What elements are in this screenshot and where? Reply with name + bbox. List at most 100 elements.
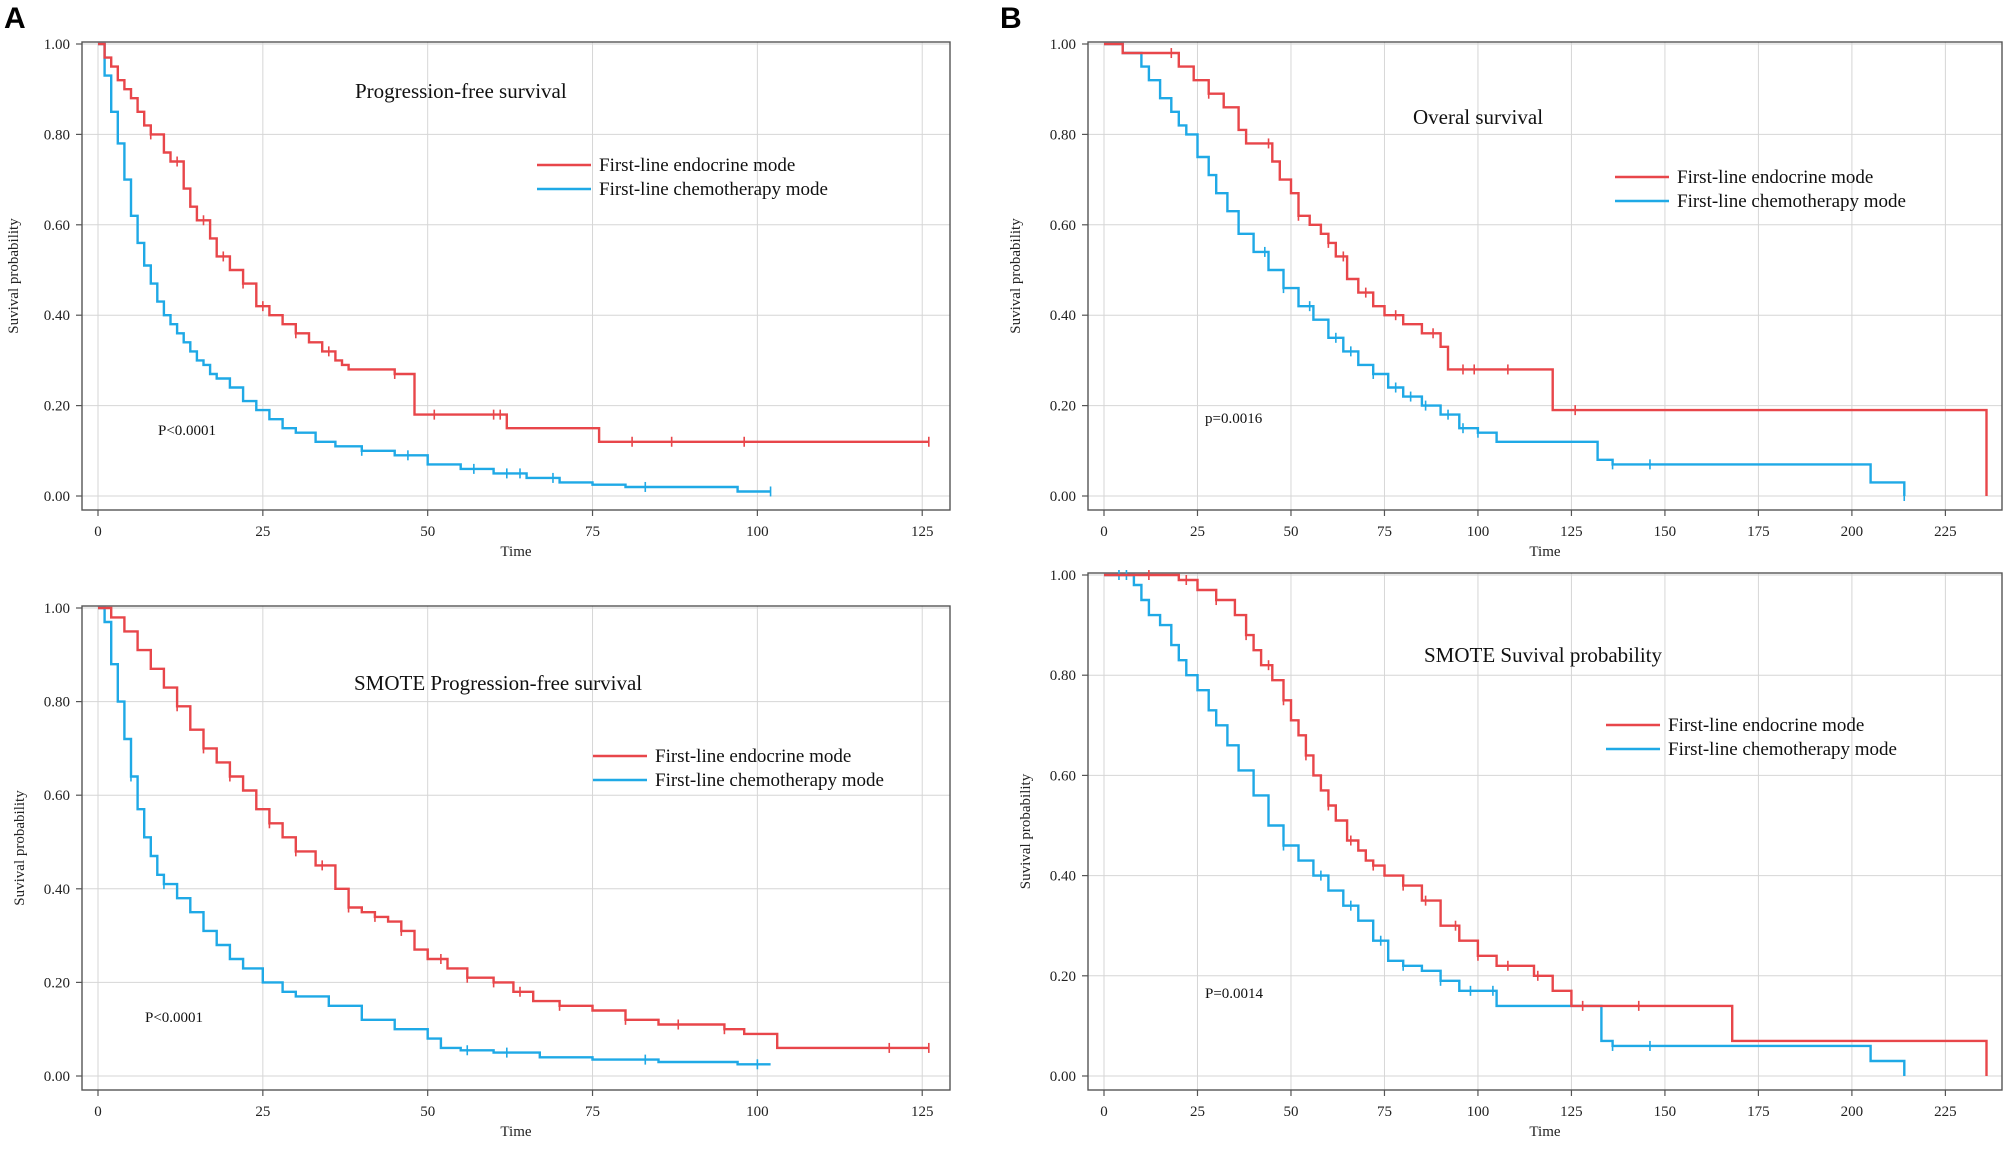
chart-4-xtick-label-5: 125: [1560, 1104, 1583, 1120]
chart-3-pvalue: P<0.0001: [145, 1010, 203, 1026]
chart-3-ytick-label-0: 0.00: [44, 1069, 70, 1085]
chart-2-title: Overal survival: [1413, 105, 1543, 129]
chart-1-series-chemotherapy-line: [98, 42, 771, 493]
chart-4-ytick-label-1: 0.20: [1050, 969, 1076, 985]
chart-1-ytick-label-0: 0.00: [44, 489, 70, 505]
chart-3-ylabel: Suvival probability: [12, 790, 28, 906]
chart-1-pvalue: P<0.0001: [158, 423, 216, 439]
chart-2-ytick-label-3: 0.60: [1050, 218, 1076, 234]
chart-2-xtick-label-9: 225: [1934, 524, 1957, 540]
chart-2-series-endocrine-line: [1104, 42, 1988, 496]
chart-4-ytick-label-5: 1.00: [1050, 568, 1076, 584]
chart-4-title: SMOTE Suvival probability: [1424, 643, 1662, 667]
chart-3-title: SMOTE Progression-free survival: [354, 671, 642, 695]
chart-2-xtick-label-2: 50: [1283, 524, 1298, 540]
chart-4-ytick-label-2: 0.40: [1050, 869, 1076, 885]
chart-1-legend-label-endocrine: First-line endocrine mode: [599, 155, 795, 176]
chart-2-xtick-label-3: 75: [1377, 524, 1392, 540]
chart-3-legend-label-endocrine: First-line endocrine mode: [655, 746, 851, 767]
chart-3: 0 25 50 75 100 125 0.00 0.20 0.40 0.60 0.80 1.00 Tim…: [12, 601, 951, 1140]
chart-2-ytick-label-4: 0.80: [1050, 127, 1076, 143]
charts-container: 0 25 50 75 100 125 0.00 0.20 0.40 0.60 0.80 1.00 Tim…: [6, 37, 2003, 1140]
chart-3-xtick-label-2: 50: [420, 1104, 435, 1120]
chart-2-xlabel: Time: [1529, 544, 1560, 560]
chart-1-title: Progression-free survival: [355, 79, 567, 103]
chart-1-ytick-label-1: 0.20: [44, 399, 70, 415]
chart-2-xtick-label-0: 0: [1100, 524, 1108, 540]
chart-1: 0 25 50 75 100 125 0.00 0.20 0.40 0.60 0.80 1.00 Tim…: [6, 37, 951, 560]
panel-label-b: B: [1000, 2, 1022, 35]
chart-4: 0 25 50 75 100 125 150 175 200 225 0.00 0.20 0.40 0.6…: [1018, 568, 2003, 1140]
chart-3-xtick-label-0: 0: [94, 1104, 102, 1120]
chart-4-xtick-label-4: 100: [1467, 1104, 1490, 1120]
chart-2-series-chemotherapy-line: [1104, 42, 1906, 496]
chart-3-xtick-label-1: 25: [255, 1104, 270, 1120]
chart-2-ytick-label-0: 0.00: [1050, 489, 1076, 505]
chart-1-ytick-label-5: 1.00: [44, 37, 70, 53]
chart-3-xtick-label-4: 100: [746, 1104, 769, 1120]
chart-1-ytick-label-4: 0.80: [44, 127, 70, 143]
chart-3-ytick-label-5: 1.00: [44, 601, 70, 617]
chart-2-legend-label-chemotherapy: First-line chemotherapy mode: [1677, 191, 1906, 212]
chart-3-frame: [81, 605, 951, 1091]
chart-1-ytick-label-2: 0.40: [44, 308, 70, 324]
chart-4-xtick-label-0: 0: [1100, 1104, 1108, 1120]
chart-2-xtick-label-1: 25: [1190, 524, 1205, 540]
chart-4-pvalue: P=0.0014: [1205, 986, 1264, 1002]
chart-1-series-endocrine-line: [98, 42, 929, 443]
chart-1-xtick-label-5: 125: [911, 524, 934, 540]
chart-3-series-endocrine-line: [98, 606, 929, 1050]
chart-4-ytick-label-3: 0.60: [1050, 768, 1076, 784]
chart-1-xtick-label-4: 100: [746, 524, 769, 540]
chart-2-xtick-label-7: 175: [1747, 524, 1770, 540]
chart-3-ytick-label-2: 0.40: [44, 882, 70, 898]
chart-4-xlabel: Time: [1529, 1124, 1560, 1140]
chart-2-pvalue: p=0.0016: [1205, 411, 1263, 427]
chart-4-series-endocrine-line: [1104, 573, 1988, 1076]
chart-2-ytick-label-5: 1.00: [1050, 37, 1076, 53]
chart-1-legend-label-chemotherapy: First-line chemotherapy mode: [599, 179, 828, 200]
panel-label-a: A: [4, 2, 26, 35]
chart-3-xtick-label-3: 75: [585, 1104, 600, 1120]
chart-4-xtick-label-6: 150: [1654, 1104, 1677, 1120]
chart-2-xtick-label-5: 125: [1560, 524, 1583, 540]
chart-4-xtick-label-7: 175: [1747, 1104, 1770, 1120]
chart-2-legend-label-endocrine: First-line endocrine mode: [1677, 167, 1873, 188]
chart-4-series-chemotherapy-line: [1104, 573, 1906, 1076]
chart-2-ylabel: Suvival probability: [1008, 218, 1024, 334]
chart-2-xtick-label-8: 200: [1841, 524, 1864, 540]
chart-4-xtick-label-8: 200: [1841, 1104, 1864, 1120]
chart-4-ytick-label-0: 0.00: [1050, 1069, 1076, 1085]
chart-3-ytick-label-3: 0.60: [44, 788, 70, 804]
chart-4-frame: [1087, 572, 2003, 1091]
chart-4-xtick-label-2: 50: [1283, 1104, 1298, 1120]
chart-1-xlabel: Time: [500, 544, 531, 560]
chart-4-legend-label-endocrine: First-line endocrine mode: [1668, 715, 1864, 736]
chart-2-frame: [1087, 41, 2003, 511]
chart-3-xtick-label-5: 125: [911, 1104, 934, 1120]
chart-2: 0 25 50 75 100 125 150 175 200 225 0.00 0.20 0.40 0.6…: [1008, 37, 2003, 560]
chart-4-ytick-label-4: 0.80: [1050, 668, 1076, 684]
chart-1-xtick-label-0: 0: [94, 524, 102, 540]
chart-1-frame: [81, 41, 951, 511]
chart-1-ytick-label-3: 0.60: [44, 218, 70, 234]
chart-2-ytick-label-2: 0.40: [1050, 308, 1076, 324]
chart-1-xtick-label-1: 25: [255, 524, 270, 540]
chart-4-legend-label-chemotherapy: First-line chemotherapy mode: [1668, 739, 1897, 760]
chart-1-ylabel: Suvival probability: [6, 218, 22, 334]
chart-3-legend-label-chemotherapy: First-line chemotherapy mode: [655, 770, 884, 791]
chart-1-xtick-label-2: 50: [420, 524, 435, 540]
chart-4-xtick-label-1: 25: [1190, 1104, 1205, 1120]
chart-3-ytick-label-1: 0.20: [44, 975, 70, 991]
chart-2-ytick-label-1: 0.20: [1050, 399, 1076, 415]
chart-4-xtick-label-3: 75: [1377, 1104, 1392, 1120]
chart-3-xlabel: Time: [500, 1124, 531, 1140]
chart-2-xtick-label-4: 100: [1467, 524, 1490, 540]
chart-1-xtick-label-3: 75: [585, 524, 600, 540]
chart-4-xtick-label-9: 225: [1934, 1104, 1957, 1120]
chart-4-ylabel: Suvival probability: [1018, 773, 1034, 889]
chart-2-xtick-label-6: 150: [1654, 524, 1677, 540]
chart-3-ytick-label-4: 0.80: [44, 695, 70, 711]
chart-3-series-chemotherapy-line: [98, 606, 771, 1066]
